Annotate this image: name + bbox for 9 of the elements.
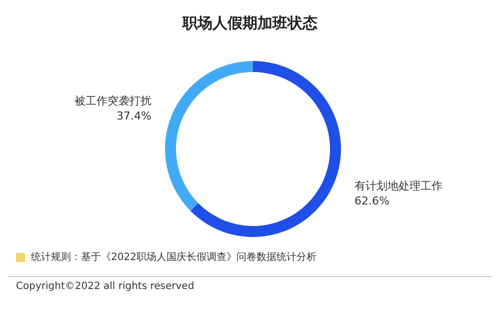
data-label: 37.4%: [116, 110, 152, 123]
text: 统计规则：基于《2022职场人国庆长假调查》问卷数据统计分析: [30, 250, 318, 264]
chart-title: 职场人假期加班状态: [181, 13, 318, 34]
slice-label: 被工作突袭打扰: [74, 94, 152, 108]
text: Copyright©2022 all rights reserved: [16, 281, 196, 292]
donut-slice: [190, 61, 341, 237]
slice-label: 有计划地处理工作: [354, 179, 442, 192]
data-label: 62.6%: [354, 194, 390, 208]
donut-slice: [165, 61, 253, 211]
